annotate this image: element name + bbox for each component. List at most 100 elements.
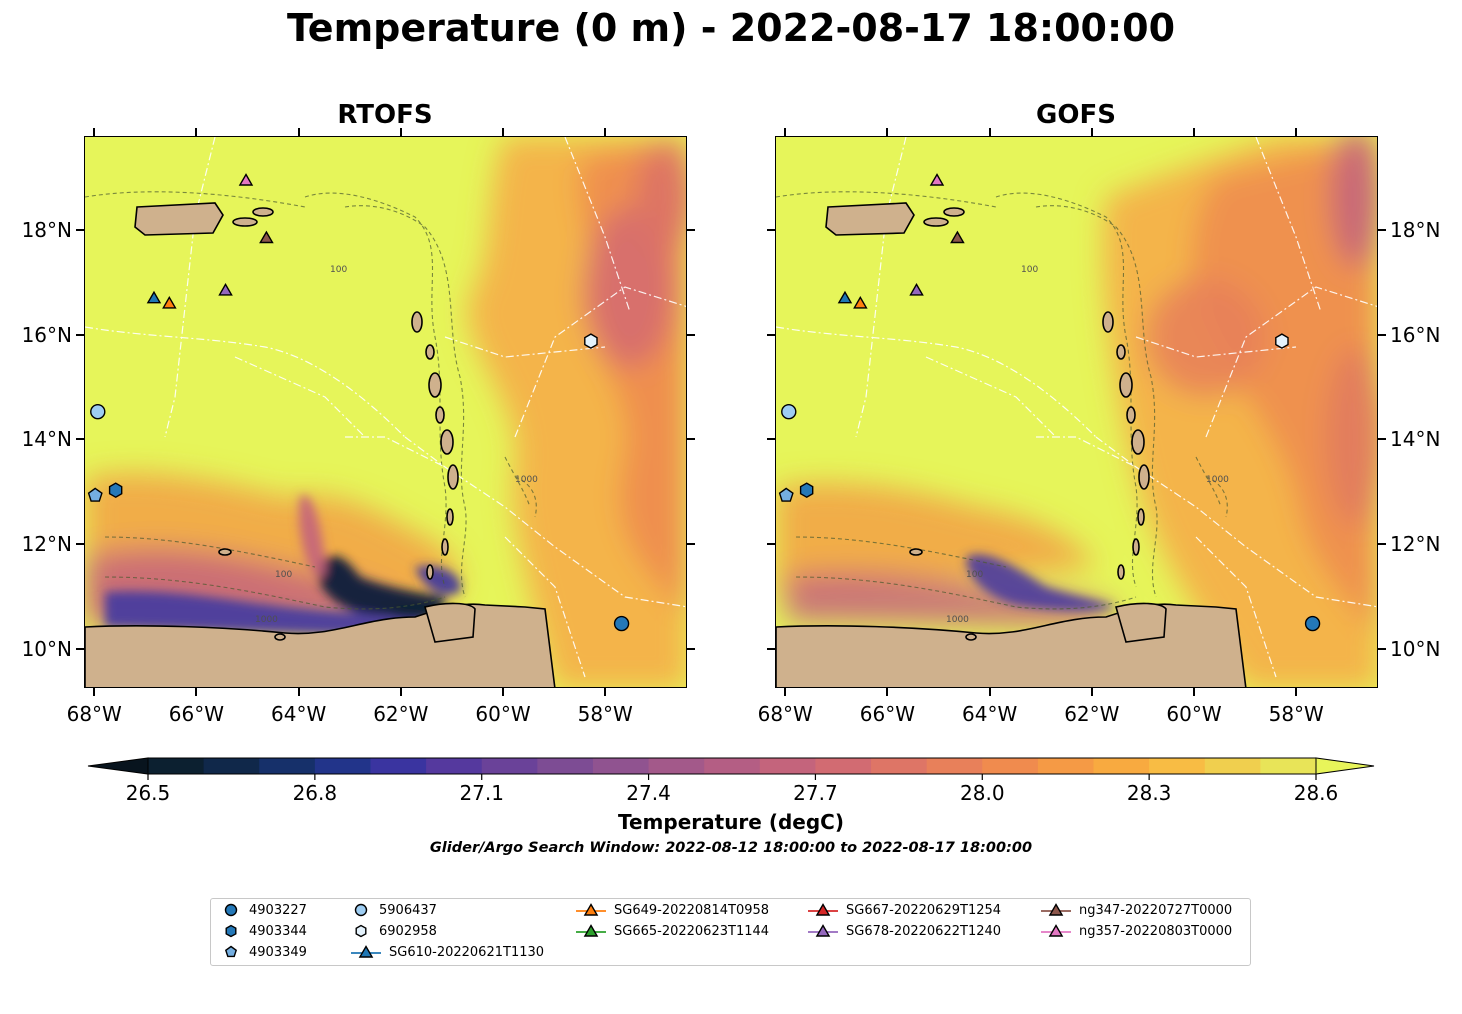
legend-item: SG610-20220621T1130	[351, 944, 544, 960]
legend-marker-icon	[224, 945, 238, 958]
legend-marker-icon	[1041, 924, 1071, 937]
x-tick-label: 62°W	[1064, 702, 1120, 726]
legend-marker-icon	[355, 924, 367, 938]
obs-marker-SG678-20220622T1240[interactable]	[909, 282, 924, 296]
legend: 4903227 4903344 4903349 5906437 6902958 SG610…	[210, 898, 1251, 966]
map-panel-rtofs[interactable]: 100 100 1000 1000	[84, 136, 687, 688]
colorbar-segment	[370, 758, 427, 774]
legend-triangle-icon[interactable]	[1048, 903, 1064, 916]
obs-marker-ng357-20220803T0000[interactable]	[929, 173, 945, 186]
legend-item: SG667-20220629T1254	[808, 902, 1001, 918]
colorbar-tick-label: 28.0	[960, 781, 1005, 805]
legend-item: 5906437	[351, 902, 437, 918]
legend-hexagon-icon[interactable]	[225, 924, 237, 938]
obs-marker-6902958[interactable]	[1275, 333, 1289, 349]
search-window-subtitle: Glider/Argo Search Window: 2022-08-12 18…	[429, 840, 1033, 856]
temperature-field	[85, 137, 686, 687]
legend-triangle-icon[interactable]	[815, 924, 831, 937]
legend-pentagon-icon[interactable]	[224, 945, 238, 958]
colorbar-tick-label: 26.5	[126, 781, 171, 805]
colorbar-segment	[759, 758, 817, 774]
legend-triangle-icon[interactable]	[1048, 924, 1064, 937]
legend-label: 5906437	[379, 902, 437, 918]
legend-label: SG610-20220621T1130	[389, 944, 545, 960]
legend-item: SG649-20220814T0958	[576, 902, 769, 918]
x-tick-mark	[1295, 688, 1298, 696]
boundary-lines	[85, 137, 686, 678]
legend-label: 4903344	[249, 923, 307, 939]
y-tick-label: 12°N	[1390, 532, 1441, 557]
obs-marker-6902958[interactable]	[584, 333, 598, 349]
obs-marker-SG610-20220621T1130[interactable]	[837, 290, 853, 304]
x-tick-mark-top	[399, 128, 402, 136]
obs-marker-4903227[interactable]	[613, 615, 630, 632]
legend-triangle-icon[interactable]	[815, 903, 831, 916]
obs-marker-4903349[interactable]	[87, 487, 103, 502]
legend-label: ng347-20220727T0000	[1079, 902, 1233, 918]
x-tick-mark-top	[988, 128, 991, 136]
obs-marker-ng347-20220727T0000[interactable]	[950, 230, 965, 244]
landmass	[85, 202, 556, 687]
legend-marker-icon	[808, 924, 838, 937]
obs-marker-5906437[interactable]	[90, 403, 106, 420]
colorbar-segment	[1260, 758, 1317, 774]
x-tick-mark-top	[93, 128, 96, 136]
rtofs-map-svg: 100 100 1000 1000	[85, 137, 686, 687]
obs-marker-SG678-20220622T1240[interactable]	[218, 282, 233, 296]
y-tick-mark	[76, 647, 84, 650]
legend-circle-icon[interactable]	[354, 903, 368, 917]
contour-label: 100	[275, 570, 292, 580]
legend-label: 4903227	[249, 902, 307, 918]
boundary-lines	[776, 137, 1377, 678]
colorbar-extend-max	[1315, 757, 1375, 775]
x-tick-mark-top	[1090, 128, 1093, 136]
x-tick-label: 58°W	[1268, 702, 1324, 726]
obs-marker-4903349[interactable]	[778, 487, 794, 502]
obs-marker-4903344[interactable]	[799, 482, 814, 499]
colorbar-segment	[426, 758, 483, 774]
contour-label: 1000	[515, 475, 538, 485]
x-tick-label: 68°W	[66, 702, 122, 726]
contour-label: 100	[330, 265, 347, 275]
bathymetry-contours	[776, 191, 1228, 610]
y-tick-label: 12°N	[21, 532, 72, 557]
x-tick-label: 66°W	[859, 702, 916, 726]
x-tick-mark	[195, 688, 198, 696]
obs-marker-SG649-20220814T0958[interactable]	[853, 295, 868, 309]
obs-marker-5906437[interactable]	[781, 403, 797, 420]
legend-circle-icon[interactable]	[224, 903, 238, 917]
x-tick-mark	[297, 688, 300, 696]
obs-marker-ng347-20220727T0000[interactable]	[259, 230, 274, 244]
x-tick-label: 66°W	[168, 702, 225, 726]
obs-marker-4903344[interactable]	[108, 482, 123, 499]
obs-marker-SG649-20220814T0958[interactable]	[162, 295, 177, 309]
colorbar-segment	[1204, 758, 1261, 774]
x-tick-mark-top	[297, 128, 300, 136]
panel-title-rtofs: RTOFS	[337, 100, 433, 130]
x-tick-mark	[604, 688, 607, 696]
obs-marker-4903227[interactable]	[1304, 615, 1321, 632]
legend-hexagon-icon[interactable]	[355, 924, 367, 938]
obs-marker-ng357-20220803T0000[interactable]	[238, 173, 254, 186]
map-panel-gofs[interactable]: 100 100 1000 1000	[775, 136, 1378, 688]
x-tick-label: 64°W	[962, 702, 1018, 726]
temperature-field	[776, 137, 1377, 687]
panel-title-gofs: GOFS	[1036, 100, 1116, 130]
figure-title: Temperature (0 m) - 2022-08-17 18:00:00	[286, 6, 1176, 50]
x-tick-mark	[988, 688, 991, 696]
obs-marker-SG610-20220621T1130[interactable]	[146, 290, 162, 304]
x-tick-label: 60°W	[1166, 702, 1222, 726]
legend-triangle-icon[interactable]	[583, 924, 599, 937]
contour-label: 100	[966, 570, 983, 580]
x-tick-label: 62°W	[373, 702, 429, 726]
contour-label: 1000	[1206, 475, 1229, 485]
legend-triangle-icon[interactable]	[583, 903, 599, 916]
legend-label: SG665-20220623T1144	[614, 923, 770, 939]
legend-label: 6902958	[379, 923, 437, 939]
legend-triangle-icon[interactable]	[358, 945, 374, 958]
legend-marker-icon	[224, 903, 238, 917]
legend-item: 4903349	[221, 944, 307, 960]
y-tick-mark	[687, 543, 695, 546]
y-tick-mark	[687, 438, 695, 441]
colorbar-segment	[203, 758, 260, 774]
